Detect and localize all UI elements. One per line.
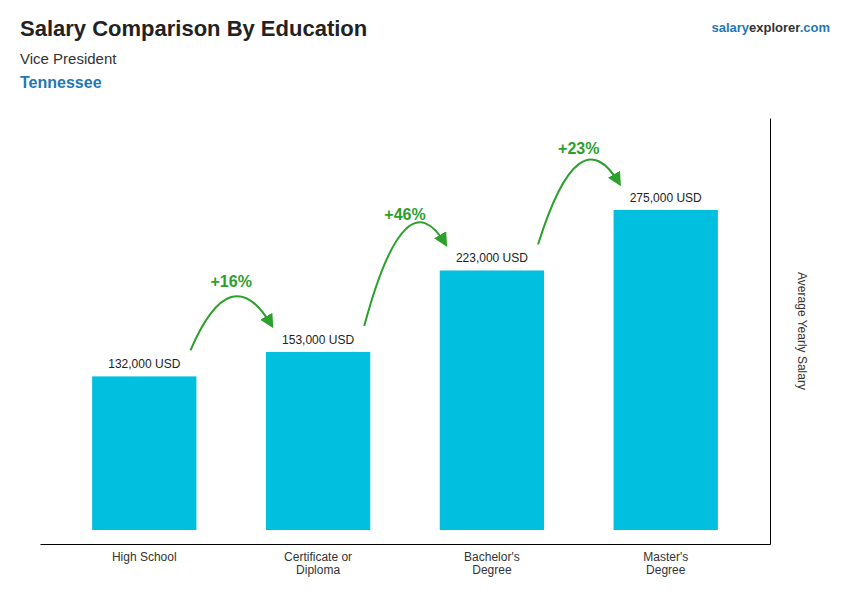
- bar: [92, 376, 196, 530]
- annotation: +16%: [211, 273, 252, 290]
- chart-root: Salary Comparison By Education Vice Presi…: [0, 0, 850, 606]
- watermark: salaryexplorer.com: [711, 20, 830, 35]
- annotations: +16% +46% +23%: [190, 140, 619, 350]
- subtitle: Vice President: [20, 50, 117, 67]
- x-tick-label-line: Diploma: [296, 563, 340, 577]
- data-label: 132,000 USD: [108, 357, 180, 371]
- annotation-arrow: [538, 160, 620, 245]
- subtitle: Tennessee: [20, 74, 102, 91]
- bars: [92, 210, 718, 530]
- x-tick-label-line: Master's: [643, 550, 688, 564]
- x-tick-label-line: High School: [112, 550, 177, 564]
- x-axis: High School Certificate orDiploma Bachelor…: [41, 545, 771, 578]
- bar: [440, 270, 544, 530]
- bar: [614, 210, 718, 530]
- x-tick: Certificate orDiploma: [284, 550, 352, 578]
- x-tick: High School: [112, 550, 177, 564]
- annotation: +23%: [558, 140, 599, 157]
- x-axis-domain: [41, 544, 771, 545]
- annotation-arrow: [364, 222, 446, 326]
- x-tick-label: Master'sDegree: [643, 550, 688, 578]
- y-axis-title: Average Yearly Salary: [795, 272, 809, 390]
- y-axis: [770, 119, 771, 545]
- x-tick: Master'sDegree: [643, 550, 688, 578]
- x-tick-label: Bachelor'sDegree: [464, 550, 520, 578]
- x-tick-label-line: Degree: [646, 563, 686, 577]
- x-tick: Bachelor'sDegree: [464, 550, 520, 578]
- bar: [266, 352, 370, 530]
- x-tick-label: Certificate orDiploma: [284, 550, 352, 578]
- watermark-part: .com: [800, 20, 830, 35]
- annotation: +46%: [384, 206, 425, 223]
- annotation-arrow: [190, 296, 272, 350]
- watermark-part: explorer: [749, 20, 800, 35]
- data-labels: 132,000 USD 153,000 USD 223,000 USD 275,000…: [108, 191, 702, 371]
- plot: High School Certificate orDiploma Bachelor…: [41, 119, 810, 578]
- y-axis-domain: [770, 119, 771, 545]
- data-label: 275,000 USD: [630, 191, 702, 205]
- x-tick-label-line: Certificate or: [284, 550, 352, 564]
- x-tick-label-line: Degree: [472, 563, 512, 577]
- watermark-part: salary: [711, 20, 749, 35]
- x-tick-label-line: Bachelor's: [464, 550, 520, 564]
- title: Salary Comparison By Education: [20, 16, 367, 41]
- data-label: 223,000 USD: [456, 251, 528, 265]
- data-label: 153,000 USD: [282, 333, 354, 347]
- x-tick-label: High School: [112, 550, 177, 564]
